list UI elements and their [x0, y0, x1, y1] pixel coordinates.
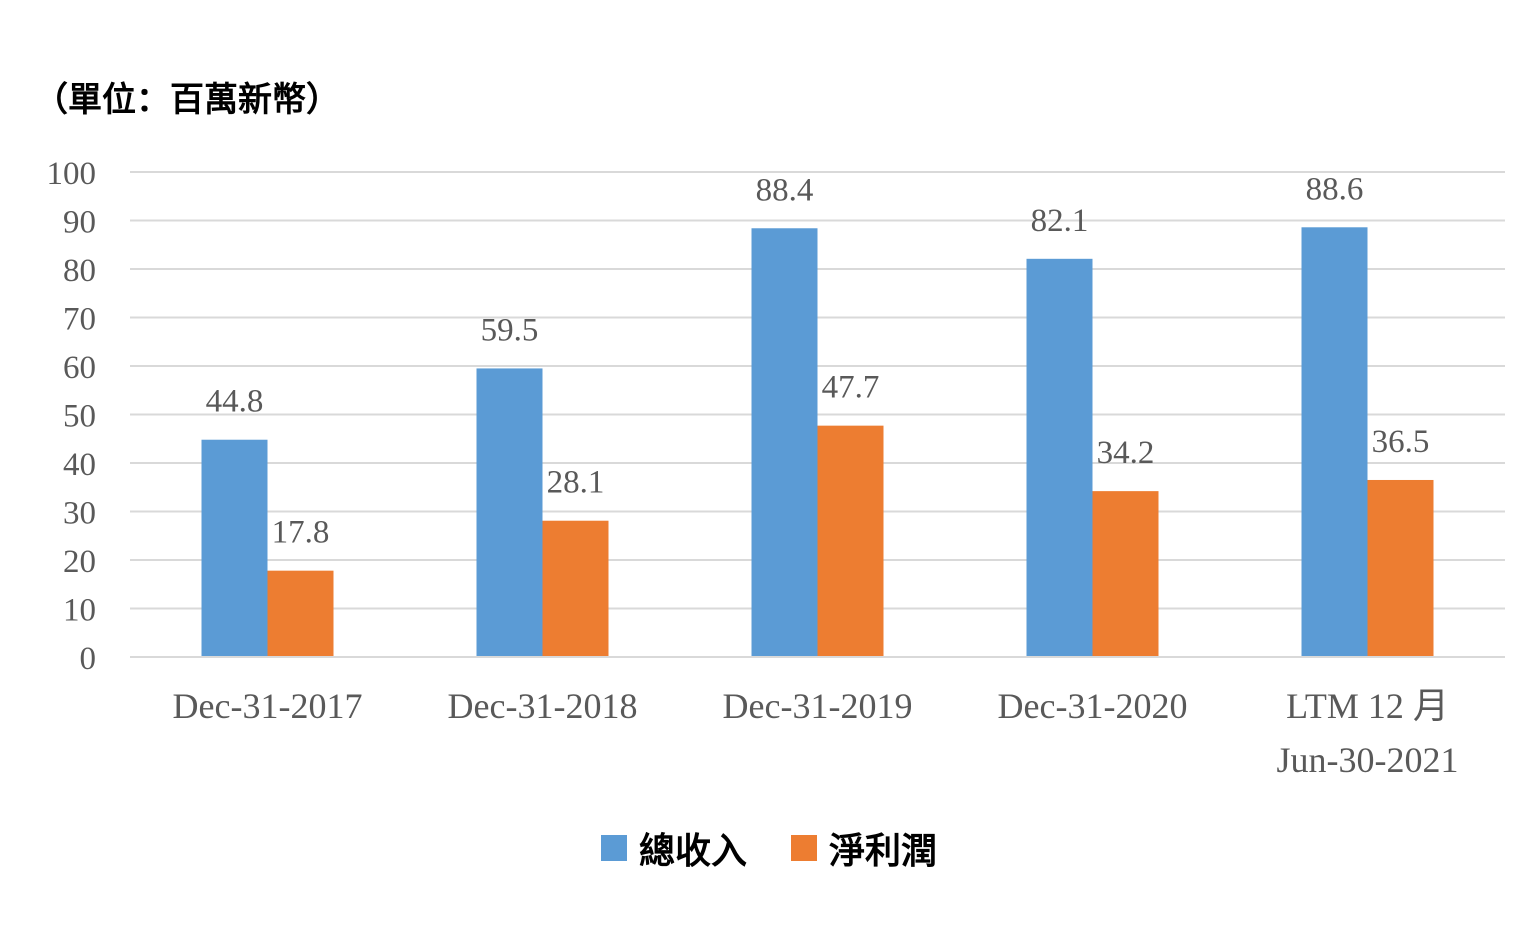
- y-tick-label: 0: [80, 641, 97, 677]
- y-tick-label: 90: [63, 205, 96, 241]
- bar-revenue: [201, 439, 268, 657]
- x-category-label: Dec-31-2018: [448, 686, 638, 726]
- legend-swatch-net-profit: [791, 835, 817, 861]
- data-label-net-profit: 17.8: [272, 515, 330, 551]
- legend-label-net-profit: 淨利潤: [829, 831, 938, 872]
- bar-revenue: [1301, 227, 1368, 658]
- y-tick-label: 60: [63, 350, 96, 386]
- legend: 總收入 淨利潤: [0, 822, 1538, 874]
- bar-net-profit: [1367, 479, 1434, 657]
- data-label-revenue: 59.5: [481, 312, 539, 348]
- legend-label-revenue: 總收入: [638, 831, 747, 872]
- y-tick-label: 10: [63, 593, 96, 629]
- x-category-label: Dec-31-2017: [173, 686, 363, 726]
- bar-net-profit: [1092, 491, 1159, 657]
- legend-swatch-revenue: [600, 835, 627, 861]
- bar-revenue: [1026, 258, 1093, 657]
- y-tick-label: 30: [63, 496, 96, 532]
- data-label-net-profit: 36.5: [1372, 424, 1430, 460]
- bar-net-profit: [817, 425, 884, 657]
- bar-net-profit: [542, 520, 609, 657]
- bar-revenue: [751, 228, 818, 657]
- y-tick-label: 20: [63, 544, 96, 580]
- x-category-label: LTM 12 月: [1286, 686, 1449, 726]
- data-label-net-profit: 47.7: [822, 370, 880, 406]
- x-category-label: Dec-31-2019: [723, 686, 913, 726]
- data-label-revenue: 88.4: [756, 172, 814, 208]
- y-tick-label: 100: [47, 156, 97, 192]
- data-label-revenue: 44.8: [206, 384, 264, 420]
- data-label-revenue: 82.1: [1031, 203, 1089, 239]
- unit-label: （單位：百萬新幣）: [34, 80, 340, 120]
- x-category-label: Jun-30-2021: [1277, 740, 1459, 780]
- legend-item-net-profit: 淨利潤: [791, 822, 937, 874]
- y-tick-label: 40: [63, 447, 96, 483]
- y-tick-label: 80: [63, 253, 96, 289]
- bar-net-profit: [267, 570, 334, 657]
- legend-item-revenue: 總收入: [600, 822, 747, 874]
- y-tick-label: 50: [63, 399, 96, 435]
- bar-revenue: [476, 368, 543, 657]
- data-label-net-profit: 34.2: [1097, 435, 1155, 471]
- data-label-net-profit: 28.1: [547, 465, 605, 501]
- x-category-label: Dec-31-2020: [998, 686, 1188, 726]
- y-tick-label: 70: [63, 302, 96, 338]
- data-label-revenue: 88.6: [1306, 171, 1364, 207]
